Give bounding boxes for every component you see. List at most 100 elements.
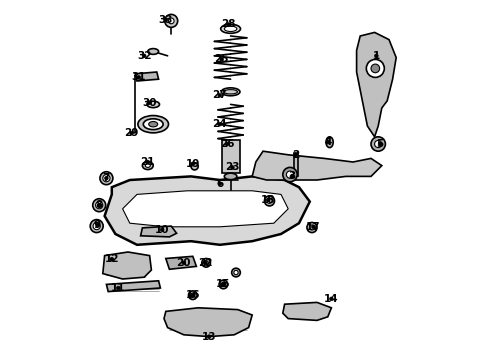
Circle shape	[93, 222, 100, 230]
Circle shape	[164, 18, 168, 22]
Circle shape	[110, 257, 114, 261]
Circle shape	[93, 199, 106, 212]
Polygon shape	[252, 151, 382, 180]
Text: 2: 2	[292, 150, 299, 160]
Text: 23: 23	[225, 162, 240, 172]
Circle shape	[96, 202, 103, 209]
Circle shape	[143, 54, 146, 58]
Text: 15: 15	[216, 279, 231, 289]
Text: 6: 6	[216, 179, 223, 189]
Circle shape	[100, 172, 113, 185]
Polygon shape	[135, 72, 159, 81]
Circle shape	[191, 293, 195, 297]
Text: 9: 9	[94, 220, 101, 230]
Circle shape	[367, 59, 384, 77]
Circle shape	[326, 140, 330, 144]
Text: 26: 26	[220, 139, 234, 149]
Ellipse shape	[221, 88, 240, 96]
Circle shape	[218, 122, 221, 126]
Ellipse shape	[145, 164, 150, 167]
Ellipse shape	[138, 116, 169, 133]
Text: 17: 17	[306, 222, 321, 232]
Polygon shape	[357, 32, 396, 137]
Circle shape	[371, 137, 386, 151]
Circle shape	[294, 153, 297, 157]
Polygon shape	[166, 256, 196, 269]
Circle shape	[307, 222, 317, 233]
Text: 16: 16	[186, 290, 200, 300]
Ellipse shape	[143, 162, 153, 170]
Text: 8: 8	[96, 200, 103, 210]
Ellipse shape	[326, 137, 333, 148]
Text: 25: 25	[214, 54, 229, 64]
Circle shape	[137, 76, 141, 79]
Circle shape	[231, 166, 234, 169]
Ellipse shape	[148, 49, 159, 54]
Text: 30: 30	[143, 98, 157, 108]
Circle shape	[202, 258, 210, 267]
Circle shape	[265, 196, 274, 206]
Text: 28: 28	[221, 19, 236, 30]
Circle shape	[130, 131, 133, 135]
Circle shape	[312, 225, 315, 229]
Circle shape	[148, 101, 151, 104]
Text: 5: 5	[376, 139, 384, 149]
Polygon shape	[104, 176, 310, 245]
Polygon shape	[294, 153, 298, 176]
Circle shape	[165, 14, 178, 27]
Polygon shape	[164, 308, 252, 337]
Text: 18: 18	[261, 195, 276, 205]
Polygon shape	[122, 191, 288, 227]
Ellipse shape	[224, 26, 237, 31]
Text: 20: 20	[176, 258, 191, 268]
Text: 24: 24	[213, 119, 227, 129]
Circle shape	[117, 286, 120, 290]
Text: 11: 11	[111, 283, 125, 293]
Circle shape	[227, 23, 231, 26]
Circle shape	[286, 171, 294, 178]
Text: 7: 7	[103, 173, 110, 183]
Circle shape	[160, 228, 164, 231]
Circle shape	[378, 142, 382, 146]
Ellipse shape	[224, 173, 237, 180]
Circle shape	[103, 175, 110, 182]
Text: 3: 3	[288, 171, 295, 181]
Text: 14: 14	[324, 294, 339, 304]
Circle shape	[189, 291, 197, 300]
Circle shape	[283, 167, 297, 182]
Circle shape	[191, 293, 195, 297]
Ellipse shape	[143, 119, 163, 130]
Circle shape	[96, 223, 99, 227]
Polygon shape	[221, 140, 240, 173]
Text: 4: 4	[324, 137, 332, 147]
Circle shape	[267, 198, 270, 202]
Polygon shape	[283, 302, 331, 320]
Circle shape	[371, 64, 380, 73]
Text: 19: 19	[186, 159, 200, 169]
Circle shape	[310, 225, 315, 230]
Circle shape	[204, 261, 207, 265]
Ellipse shape	[148, 122, 158, 127]
Text: 1: 1	[373, 51, 380, 61]
Circle shape	[267, 198, 272, 203]
Circle shape	[234, 270, 238, 275]
Circle shape	[330, 297, 333, 301]
Text: 29: 29	[124, 128, 139, 138]
Text: 27: 27	[213, 90, 227, 100]
Circle shape	[90, 220, 103, 233]
Circle shape	[219, 280, 228, 289]
Circle shape	[218, 182, 221, 185]
Circle shape	[374, 140, 382, 148]
Circle shape	[169, 18, 174, 24]
Circle shape	[98, 203, 101, 207]
Text: 33: 33	[159, 15, 173, 25]
Ellipse shape	[147, 101, 160, 108]
Text: 10: 10	[155, 225, 170, 235]
Polygon shape	[106, 281, 160, 292]
Circle shape	[182, 261, 186, 265]
Text: 12: 12	[104, 254, 119, 264]
Circle shape	[290, 175, 294, 178]
Circle shape	[104, 176, 108, 180]
Polygon shape	[141, 226, 176, 237]
Circle shape	[232, 268, 240, 277]
